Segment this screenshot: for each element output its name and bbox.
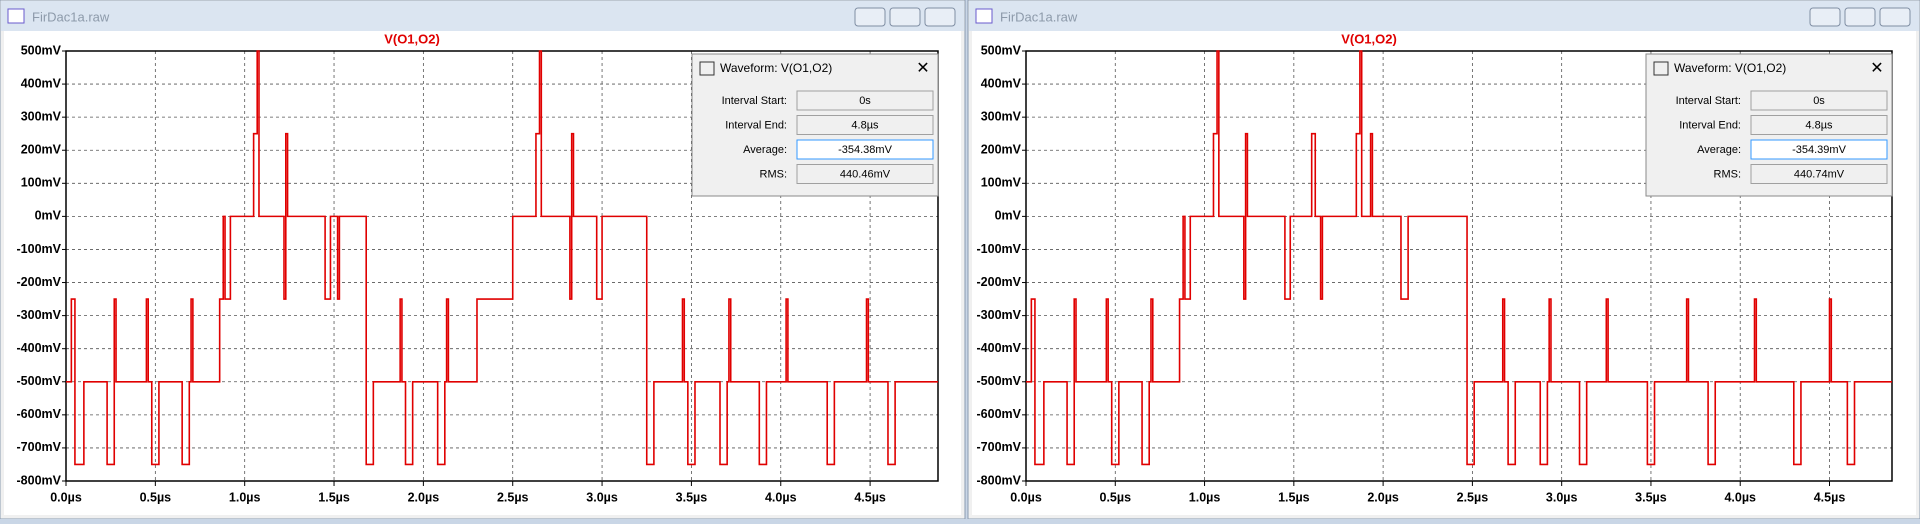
dialog-title: Waveform: V(O1,O2)	[720, 61, 832, 75]
field-value: -354.38mV	[838, 144, 892, 156]
x-tick-label: 2.5µs	[1457, 490, 1489, 504]
x-tick-label: 4.0µs	[765, 490, 797, 504]
y-tick-label: -400mV	[17, 341, 62, 355]
dialog-icon	[699, 61, 715, 76]
field-box[interactable]	[796, 90, 934, 111]
x-tick-label: 0.5µs	[140, 490, 172, 504]
x-tick-label: 0.0µs	[50, 490, 82, 504]
field-box[interactable]	[1750, 139, 1888, 160]
y-tick-label: -300mV	[977, 308, 1022, 322]
dialog-title: Waveform: V(O1,O2)	[1674, 61, 1786, 75]
y-tick-label: -800mV	[17, 473, 62, 487]
window-icon	[975, 8, 993, 24]
trace	[66, 50, 938, 466]
y-tick-label: -700mV	[977, 440, 1022, 454]
maximize-button[interactable]	[1844, 7, 1876, 27]
y-tick-label: 100mV	[21, 176, 62, 190]
field-box[interactable]	[1750, 115, 1888, 135]
window-title: FirDac1a.raw	[32, 9, 110, 24]
field-box[interactable]	[796, 115, 934, 135]
field-box[interactable]	[796, 139, 934, 160]
y-tick-label: 400mV	[21, 76, 62, 90]
field-box[interactable]	[1750, 90, 1888, 111]
x-tick-label: 4.5µs	[1814, 490, 1846, 504]
field-box[interactable]	[1750, 164, 1888, 184]
dialog-icon	[1653, 61, 1669, 76]
maximize-button[interactable]	[889, 7, 921, 27]
x-tick-label: 1.5µs	[318, 490, 350, 504]
plot-border	[1025, 50, 1893, 482]
trace	[1026, 50, 1892, 466]
field-value: 4.8µs	[1805, 119, 1833, 131]
dialog-close[interactable]: ✕	[916, 60, 929, 77]
y-tick-label: 300mV	[981, 109, 1022, 123]
y-tick-label: -600mV	[977, 407, 1022, 421]
x-tick-label: 4.0µs	[1724, 490, 1756, 504]
field-label: Interval End:	[1679, 119, 1741, 131]
trace-label: V(O1,O2)	[384, 31, 440, 46]
window-title: FirDac1a.raw	[1000, 9, 1078, 24]
window-icon	[7, 8, 25, 24]
x-tick-label: 0.5µs	[1100, 490, 1132, 504]
x-tick-label: 3.5µs	[1635, 490, 1667, 504]
x-tick-label: 1.0µs	[1189, 490, 1221, 504]
plot-border	[65, 50, 939, 482]
field-label: Interval End:	[725, 119, 787, 131]
x-tick-label: 0.0µs	[1010, 490, 1042, 504]
field-value: 4.8µs	[851, 119, 879, 131]
x-tick-label: 2.0µs	[1367, 490, 1399, 504]
y-tick-label: 500mV	[21, 43, 62, 57]
y-tick-label: 0mV	[35, 209, 62, 223]
title-bar	[969, 1, 1919, 31]
dialog-close[interactable]: ✕	[1870, 60, 1883, 77]
field-label: Interval Start:	[722, 95, 787, 107]
y-tick-label: -500mV	[977, 374, 1022, 388]
field-value: -354.39mV	[1792, 144, 1846, 156]
field-label: Interval Start:	[1676, 95, 1741, 107]
x-tick-label: 3.5µs	[676, 490, 708, 504]
y-tick-label: 400mV	[981, 76, 1022, 90]
y-tick-label: -100mV	[977, 242, 1022, 256]
field-value: 0s	[1813, 95, 1825, 107]
y-tick-label: -600mV	[17, 407, 62, 421]
field-box[interactable]	[796, 164, 934, 184]
minimize-button[interactable]	[854, 7, 886, 27]
y-tick-label: 200mV	[981, 143, 1022, 157]
field-label: Average:	[743, 144, 787, 156]
x-tick-label: 2.0µs	[408, 490, 440, 504]
y-tick-label: 500mV	[981, 43, 1022, 57]
y-tick-label: 100mV	[981, 176, 1022, 190]
field-label: RMS:	[760, 168, 788, 180]
minimize-button[interactable]	[1809, 7, 1841, 27]
trace-label: V(O1,O2)	[1341, 31, 1397, 46]
field-value: 440.46mV	[840, 168, 891, 180]
y-tick-label: 300mV	[21, 109, 62, 123]
field-value: 0s	[859, 95, 871, 107]
y-tick-label: -800mV	[977, 473, 1022, 487]
y-tick-label: -300mV	[17, 308, 62, 322]
x-tick-label: 1.0µs	[229, 490, 261, 504]
close-button[interactable]	[1879, 7, 1911, 27]
y-tick-label: -500mV	[17, 374, 62, 388]
close-button[interactable]	[924, 7, 956, 27]
y-tick-label: -400mV	[977, 341, 1022, 355]
field-label: RMS:	[1714, 168, 1742, 180]
y-tick-label: 200mV	[21, 143, 62, 157]
y-tick-label: -200mV	[17, 275, 62, 289]
y-tick-label: -700mV	[17, 440, 62, 454]
x-tick-label: 1.5µs	[1278, 490, 1310, 504]
y-tick-label: 0mV	[995, 209, 1022, 223]
x-tick-label: 3.0µs	[1546, 490, 1578, 504]
x-tick-label: 3.0µs	[586, 490, 618, 504]
x-tick-label: 4.5µs	[854, 490, 886, 504]
y-tick-label: -200mV	[977, 275, 1022, 289]
field-label: Average:	[1697, 144, 1741, 156]
x-tick-label: 2.5µs	[497, 490, 529, 504]
y-tick-label: -100mV	[17, 242, 62, 256]
title-bar	[1, 1, 964, 31]
field-value: 440.74mV	[1794, 168, 1845, 180]
